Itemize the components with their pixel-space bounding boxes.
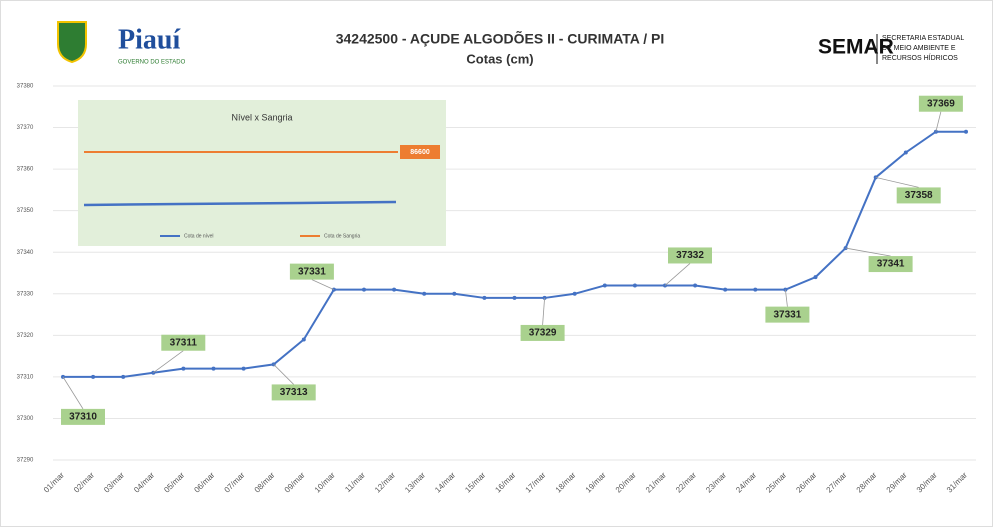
left-logo: Piauí GOVERNO DO ESTADO: [57, 21, 186, 66]
y-tick-label: 37310: [17, 374, 34, 380]
data-label: 37311: [170, 337, 198, 348]
logo-text: Piauí: [118, 24, 181, 55]
point: [632, 283, 637, 288]
inset-label-box: [400, 145, 440, 159]
point: [392, 287, 397, 292]
leader-line: [664, 263, 691, 286]
label-box: [765, 306, 810, 323]
logo-sub: DE MEIO AMBIENTE E: [882, 45, 956, 52]
label-box: [271, 384, 316, 401]
data-label: 37341: [877, 259, 905, 270]
leader-line: [62, 376, 84, 410]
point: [693, 283, 698, 288]
chart-title: 34242500 - AÇUDE ALGODÕES II - CURIMATA …: [336, 30, 665, 47]
label-box: [161, 334, 206, 351]
data-label: 37358: [905, 190, 933, 201]
inset-title: Nível x Sangria: [231, 112, 292, 122]
label-box: [896, 187, 941, 204]
data-label: 37331: [773, 309, 801, 320]
leader-line: [542, 297, 545, 325]
label-box: [61, 408, 105, 425]
point: [301, 337, 306, 342]
logo-sub: GOVERNO DO ESTADO: [118, 60, 186, 66]
point: [422, 291, 427, 296]
point: [723, 287, 728, 292]
y-tick-label: 37340: [17, 250, 34, 256]
inset-box: [78, 100, 446, 246]
leader-line: [311, 279, 335, 290]
y-tick-label: 37290: [17, 458, 34, 464]
data-label: 37313: [280, 387, 308, 398]
point: [512, 295, 517, 300]
y-tick-label: 37370: [17, 125, 34, 131]
data-label: 37329: [529, 328, 557, 339]
data-label: 37369: [927, 98, 955, 109]
label-box: [868, 256, 913, 273]
leader-line: [153, 350, 184, 374]
point: [181, 366, 186, 371]
y-tick-label: 37330: [17, 291, 34, 297]
y-tick-label: 37300: [17, 416, 34, 422]
y-tick-label: 37360: [17, 167, 34, 173]
y-tick-label: 37350: [17, 208, 34, 214]
point: [121, 374, 126, 379]
leader-line: [785, 289, 788, 307]
point: [91, 374, 96, 379]
legend-label: Cota de Sangria: [324, 233, 360, 239]
leader-line: [273, 364, 294, 385]
inset-line: [83, 200, 397, 207]
y-tick-label: 37320: [17, 333, 34, 339]
point: [813, 275, 818, 280]
inset-label: 86600: [410, 149, 430, 156]
right-logo: SEMAR SECRETARIA ESTADUAL DE MEIO AMBIEN…: [818, 34, 964, 64]
point: [362, 287, 366, 292]
point: [753, 287, 758, 292]
data-label: 37332: [676, 250, 704, 261]
chart-subtitle: Cotas (cm): [466, 51, 533, 66]
point: [602, 283, 607, 288]
data-label: 37331: [298, 266, 326, 277]
logo-sub: SECRETARIA ESTADUAL: [882, 35, 964, 42]
label-box: [668, 247, 712, 264]
data-label: 37310: [69, 412, 97, 423]
inset: Nível x Sangria 86600 Cota de nível Cota de…: [78, 100, 446, 246]
label-box: [918, 95, 963, 112]
point: [211, 366, 216, 371]
legend-label: Cota de nível: [184, 233, 213, 239]
logo-sub: RECURSOS HÍDRICOS: [882, 53, 958, 62]
leader-line: [875, 177, 919, 188]
label-box: [520, 324, 565, 341]
point: [903, 150, 908, 155]
point: [572, 291, 577, 296]
point: [964, 129, 968, 134]
logo-text: SEMAR: [818, 36, 894, 59]
emblem: [57, 21, 87, 64]
leader-line: [935, 111, 942, 132]
point: [482, 295, 487, 300]
y-tick-label: 37380: [17, 84, 34, 90]
leader-line: [845, 247, 891, 257]
point: [241, 366, 246, 371]
label-box: [289, 263, 334, 280]
point: [452, 291, 457, 296]
